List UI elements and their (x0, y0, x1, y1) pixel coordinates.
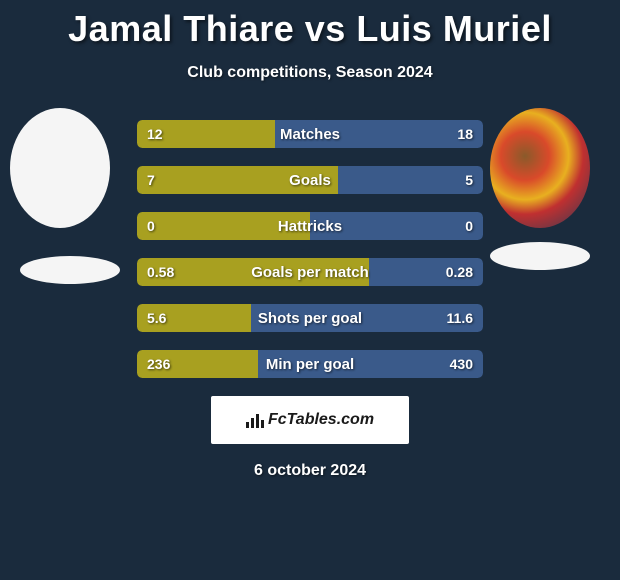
page-title: Jamal Thiare vs Luis Muriel (0, 0, 620, 50)
player-left-block (10, 108, 110, 228)
player-left-avatar (10, 108, 110, 228)
stat-row: 1218Matches (137, 120, 483, 148)
stat-label: Hattricks (137, 212, 483, 240)
stat-row: 0.580.28Goals per match (137, 258, 483, 286)
page-subtitle: Club competitions, Season 2024 (0, 64, 620, 82)
stat-row: 5.611.6Shots per goal (137, 304, 483, 332)
brand-label: FcTables.com (268, 411, 374, 429)
player-right-avatar (490, 108, 590, 228)
brand-text: FcTables.com (246, 411, 374, 429)
stat-label: Min per goal (137, 350, 483, 378)
brand-badge: FcTables.com (211, 396, 409, 444)
bars-icon (246, 412, 264, 428)
comparison-bars: 1218Matches 75Goals 00Hattricks 0.580.28Goa… (137, 120, 483, 378)
footer-date: 6 october 2024 (0, 462, 620, 480)
stat-label: Goals per match (137, 258, 483, 286)
stat-row: 75Goals (137, 166, 483, 194)
player-left-name-pill (20, 256, 120, 284)
player-right-name-pill (490, 242, 590, 270)
stat-label: Goals (137, 166, 483, 194)
comparison-panel: 1218Matches 75Goals 00Hattricks 0.580.28Goa… (0, 120, 620, 378)
stat-row: 236430Min per goal (137, 350, 483, 378)
player-right-block (490, 108, 590, 228)
stat-label: Shots per goal (137, 304, 483, 332)
stat-label: Matches (137, 120, 483, 148)
stat-row: 00Hattricks (137, 212, 483, 240)
